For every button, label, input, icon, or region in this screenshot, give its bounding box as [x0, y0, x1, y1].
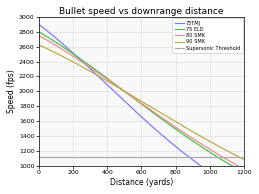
Legend: 75TMJ, 75 ELD, 80 SMK, 90 SMK, Supersonic Threshold: 75TMJ, 75 ELD, 80 SMK, 90 SMK, Supersoni…: [172, 18, 243, 53]
75 ELD: [158, 116, 161, 119]
Supersonic Threshold: [37, 156, 40, 158]
Line: 75 ELD: 75 ELD: [39, 32, 244, 173]
75TMJ: [90, 69, 93, 71]
80 SMK: [174, 126, 177, 128]
X-axis label: Distance (yards): Distance (yards): [110, 178, 173, 187]
75 ELD: [90, 66, 93, 68]
80 SMK: [192, 138, 195, 140]
Title: Bullet speed vs downrange distance: Bullet speed vs downrange distance: [59, 7, 224, 16]
90 SMK: [37, 44, 40, 46]
90 SMK: [74, 62, 77, 64]
75 ELD: [37, 30, 40, 33]
90 SMK: [243, 158, 246, 161]
75 ELD: [243, 172, 246, 174]
Line: 75TMJ: 75TMJ: [39, 24, 244, 193]
80 SMK: [130, 95, 133, 98]
90 SMK: [174, 121, 177, 123]
75TMJ: [37, 23, 40, 25]
90 SMK: [90, 71, 93, 73]
75TMJ: [74, 54, 77, 56]
80 SMK: [37, 34, 40, 36]
Line: 90 SMK: 90 SMK: [39, 45, 244, 160]
75 ELD: [74, 54, 77, 56]
75TMJ: [158, 132, 161, 134]
80 SMK: [158, 115, 161, 117]
75TMJ: [192, 159, 195, 162]
90 SMK: [158, 111, 161, 113]
75TMJ: [243, 192, 246, 194]
75 ELD: [192, 140, 195, 143]
Y-axis label: Speed (fps): Speed (fps): [7, 69, 16, 113]
75TMJ: [130, 107, 133, 109]
80 SMK: [243, 168, 246, 171]
75 ELD: [130, 96, 133, 98]
Supersonic Threshold: [37, 156, 40, 158]
80 SMK: [74, 56, 77, 59]
75TMJ: [174, 146, 177, 148]
90 SMK: [192, 131, 195, 133]
90 SMK: [130, 94, 133, 97]
75 ELD: [174, 128, 177, 130]
Line: 80 SMK: 80 SMK: [39, 35, 244, 169]
80 SMK: [90, 67, 93, 70]
